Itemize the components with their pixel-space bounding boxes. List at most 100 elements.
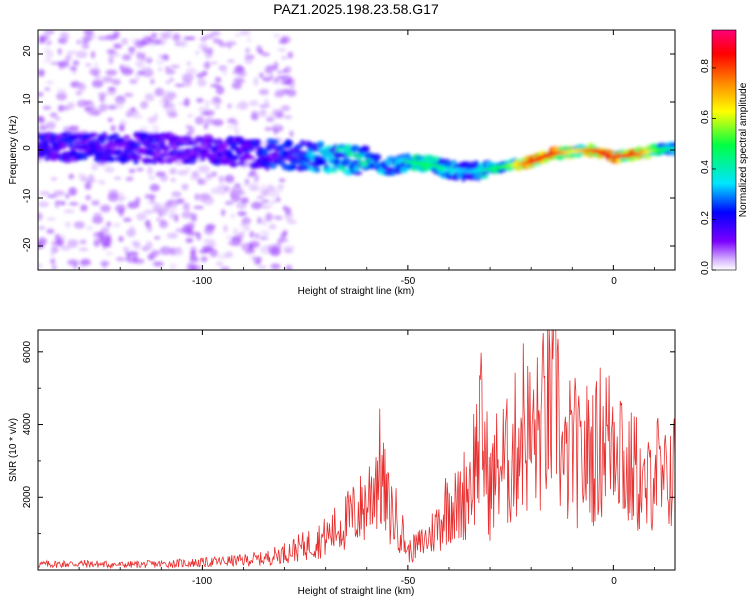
spectrogram-noise-blob [271,80,282,85]
spectrogram-noise-blob [38,36,46,44]
spectrogram-blobs [38,30,675,270]
spectrogram-noise-blob [126,176,134,182]
spectrogram-noise-blob [65,221,71,229]
spectrogram-noise-blob [283,245,292,254]
spectrogram-noise-blob [203,228,214,236]
spectrogram-xlabel: Height of straight line (km) [298,286,415,297]
spectrogram-noise-blob [135,60,144,68]
spectrogram-noise-blob [112,222,121,228]
spectrogram-noise-blob [209,248,218,258]
spectrogram-noise-blob [154,236,161,240]
spectrogram-noise-blob [184,167,191,173]
spectrogram-noise-blob [227,59,235,63]
spectrogram-noise-blob [107,117,114,122]
spectrogram-noise-blob [276,75,288,79]
spectrogram-ridge-blob [361,147,370,153]
spectrogram-noise-blob [231,186,243,194]
spectrogram-noise-blob [68,187,77,196]
spectrogram-noise-blob [43,57,52,64]
spectrogram-noise-blob [289,130,294,138]
spectrogram-noise-blob [93,212,103,221]
spectrogram-ridge-blob [123,134,131,140]
spectrogram-noise-blob [258,72,264,79]
spectrogram-noise-blob [140,66,152,71]
spectrogram-ridge-blob [38,153,46,158]
spectrogram-noise-blob [281,80,292,85]
spectrogram-noise-blob [91,163,99,171]
spectrogram-noise-blob [45,30,51,37]
spectrogram-ridge-blob [670,149,675,156]
spectrogram-noise-blob [90,178,98,183]
spectrogram-noise-blob [115,256,125,262]
spectrogram-noise-blob [105,69,118,76]
spectrogram-noise-blob [56,88,67,94]
spectrogram-ridge-blob [94,144,104,152]
spectrogram-noise-blob [93,239,100,248]
spectrogram-noise-blob [47,194,57,198]
spectrogram-ridge-blob [64,138,75,146]
spectrogram-noise-blob [216,183,226,191]
spectrogram-noise-blob [279,89,292,95]
spectrogram-tick-x-1: -50 [401,276,416,287]
spectrogram-noise-blob [147,166,153,176]
spectrogram-noise-blob [85,195,91,201]
snr-panel: -100 -50 0 Height of straight line (km) … [8,329,676,597]
spectrogram-noise-blob [56,92,68,101]
spectrogram-noise-blob [261,217,267,226]
spectrogram-noise-blob [152,261,164,267]
spectrogram-noise-blob [205,173,213,180]
spectrogram-ridge-blob [299,139,306,147]
spectrogram-noise-blob [221,209,226,217]
spectrogram-noise-blob [218,175,225,183]
spectrogram-ridge-blob [371,153,382,161]
spectrogram-noise-blob [65,193,70,199]
snr-tick-x-1: -50 [401,576,416,587]
spectrogram-noise-blob [188,126,195,135]
spectrogram-noise-blob [287,219,297,225]
spectrogram-noise-blob [270,247,281,257]
spectrogram-ridge-blob [88,132,99,138]
spectrogram-noise-blob [254,232,260,239]
spectrogram-noise-blob [282,230,288,237]
spectrogram-noise-blob [135,72,141,81]
spectrogram-noise-blob [45,49,54,59]
colorbar-ticks [712,67,716,271]
spectrogram-noise-blob [224,251,234,258]
spectrogram-ridge-blob [270,138,280,145]
spectrogram-ridge-blob [317,140,325,147]
spectrogram-ridge-blob [478,172,489,179]
spectrogram-noise-blob [148,176,156,181]
spectrogram-noise-blob [264,127,272,131]
spectrogram-noise-blob [172,33,181,42]
spectrogram-noise-blob [215,105,220,109]
spectrogram-noise-blob [246,36,252,43]
spectrogram-noise-blob [111,78,121,86]
spectrogram-noise-blob [262,76,272,82]
spectrogram-noise-blob [38,92,44,97]
spectrogram-noise-blob [211,171,218,177]
spectrogram-noise-blob [147,200,158,205]
spectrogram-noise-blob [195,50,200,55]
spectrogram-noise-blob [77,173,86,181]
figure-title: PAZ1.2025.198.23.58.G17 [273,1,439,17]
spectrogram-noise-blob [204,34,214,39]
spectrogram-noise-blob [236,80,246,83]
spectrogram-noise-blob [187,36,196,41]
spectrogram-ridge-blob [108,156,116,162]
spectrogram-noise-blob [102,242,112,248]
spectrogram-noise-blob [142,68,154,78]
spectrogram-noise-blob [121,67,134,76]
spectrogram-noise-blob [154,87,165,97]
spectrogram-noise-blob [284,115,292,120]
spectrogram-noise-blob [56,238,65,247]
spectrogram-noise-blob [278,178,286,183]
spectrogram-noise-blob [175,228,186,233]
spectrogram-noise-blob [249,244,254,252]
spectrogram-noise-blob [215,261,224,267]
spectrogram-noise-blob [259,229,270,238]
spectrogram-ridge-blob [324,167,332,174]
spectrogram-noise-blob [113,176,122,180]
spectrogram-noise-blob [273,122,280,127]
spectrogram-ridge-blob [133,154,143,160]
